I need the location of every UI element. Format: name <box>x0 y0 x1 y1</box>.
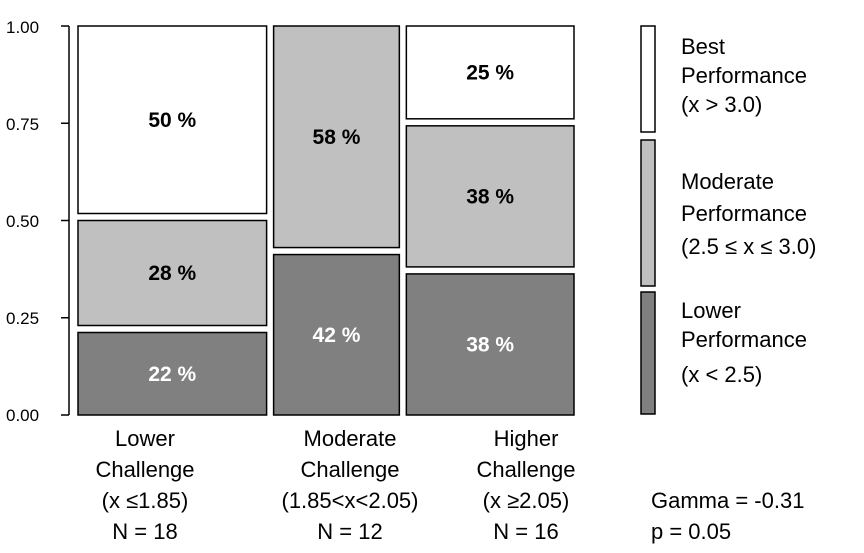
mosaic-cell-label: 22 % <box>148 363 196 386</box>
category-moderate-line: (1.85<x<2.05) <box>282 488 419 513</box>
mosaic-cell-1-moderate <box>272 25 401 249</box>
mosaic-cell-label: 25 % <box>466 61 514 84</box>
mosaic-cell-0-moderate <box>77 219 268 327</box>
mosaic-cell-1-lower <box>272 253 401 416</box>
y-tick-label: 0.00 <box>6 406 39 425</box>
legend: Best Performance (x > 3.0) Moderate Perf… <box>640 25 816 415</box>
category-higher-line: Higher <box>494 426 559 451</box>
category-moderate-line: Challenge <box>300 457 399 482</box>
y-tick-label: 1.00 <box>6 18 39 37</box>
legend-swatch-best <box>640 25 656 133</box>
y-tick-label: 0.75 <box>6 115 39 134</box>
y-tick-label: 0.50 <box>6 212 39 231</box>
legend-moderate-line: Performance <box>681 201 807 226</box>
category-lower-line: Challenge <box>95 457 194 482</box>
legend-best-line: (x > 3.0) <box>681 92 762 117</box>
category-higher-line: (x ≥2.05) <box>483 488 570 513</box>
category-lower-line: N = 18 <box>112 519 177 544</box>
legend-swatch-lower <box>640 291 656 415</box>
legend-swatch-moderate <box>640 139 656 287</box>
category-lower-line: Lower <box>115 426 175 451</box>
mosaic-cell-label: 50 % <box>148 109 196 132</box>
statistics: Gamma = -0.31 p = 0.05 <box>651 488 804 544</box>
mosaic-segments: 22 % 28 % 50 % 42 % 58 % 38 % 38 % 25 % <box>77 25 575 416</box>
y-tick-label: 0.25 <box>6 309 39 328</box>
mosaic-cell-label: 38 % <box>466 185 514 208</box>
category-lower-line: (x ≤1.85) <box>102 488 189 513</box>
mosaic-cell-label: 38 % <box>466 333 514 356</box>
legend-moderate-line: (2.5 ≤ x ≤ 3.0) <box>681 234 816 259</box>
mosaic-cell-2-best <box>405 25 575 120</box>
category-moderate-line: N = 12 <box>317 519 382 544</box>
category-higher-line: Challenge <box>476 457 575 482</box>
mosaic-cell-2-lower <box>405 273 575 416</box>
mosaic-cell-label: 28 % <box>148 262 196 285</box>
gamma-statistic: Gamma = -0.31 <box>651 488 804 513</box>
legend-lower-line: Lower <box>681 298 741 323</box>
category-higher-line: N = 16 <box>493 519 558 544</box>
legend-lower-line: (x < 2.5) <box>681 362 762 387</box>
category-moderate-line: Moderate <box>304 426 397 451</box>
mosaic-cell-2-moderate <box>405 125 575 268</box>
mosaic-cell-0-best <box>77 25 268 215</box>
y-ticks <box>61 25 69 416</box>
legend-lower-line: Performance <box>681 327 807 352</box>
mosaic-cell-label: 42 % <box>313 324 361 347</box>
category-labels: Lower Challenge (x ≤1.85) N = 18 Moderat… <box>95 426 575 544</box>
p-value-statistic: p = 0.05 <box>651 519 731 544</box>
legend-moderate-line: Moderate <box>681 169 774 194</box>
mosaic-cell-0-lower <box>77 331 268 416</box>
mosaic-cell-label: 58 % <box>313 126 361 149</box>
legend-best-line: Performance <box>681 63 807 88</box>
legend-best-line: Best <box>681 34 725 59</box>
